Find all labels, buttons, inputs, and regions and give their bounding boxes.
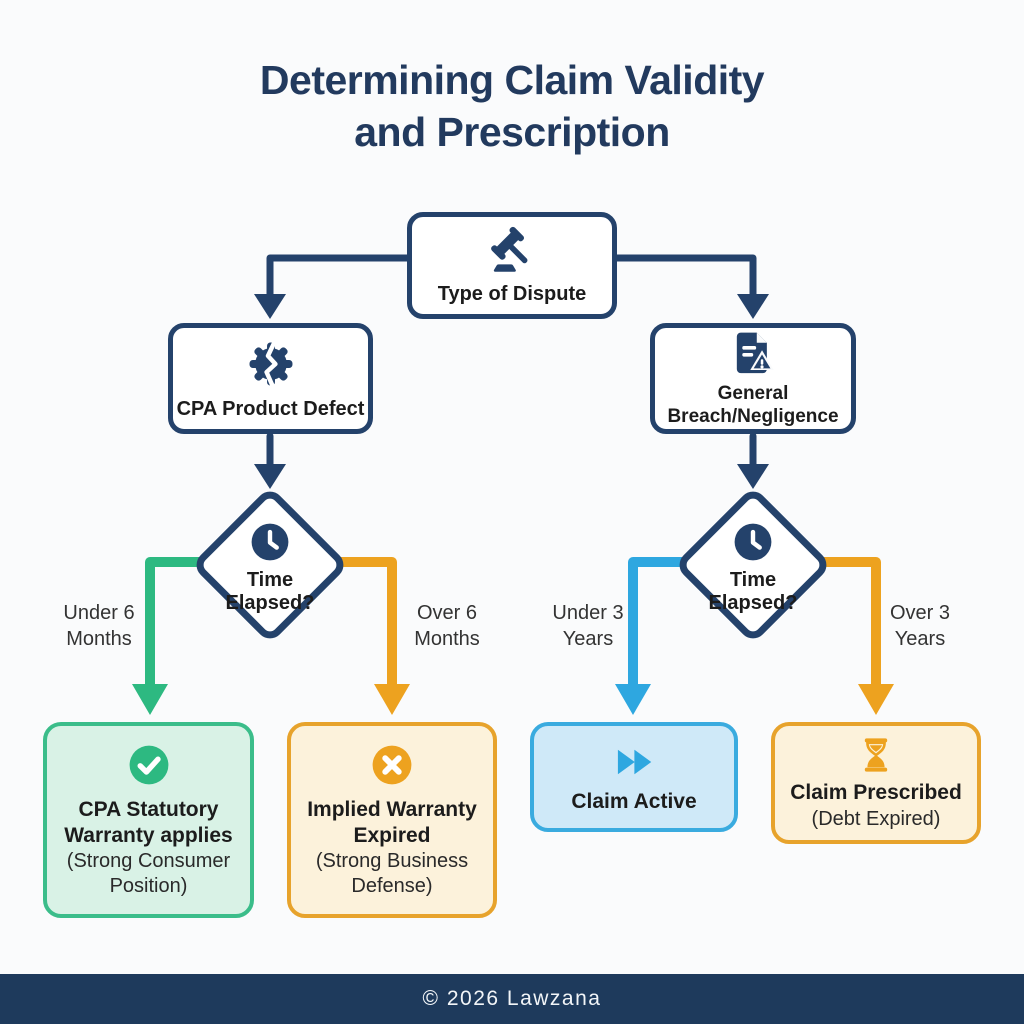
outcome-title: Claim Prescribed <box>790 781 962 805</box>
node-label: CPA Product Defect <box>176 398 365 420</box>
outcome-title: CPA Statutory Warranty applies <box>64 797 233 847</box>
decision-label: Time Elapsed? <box>225 569 315 614</box>
check-circle-icon <box>129 745 168 785</box>
node-general-breach-negligence: General Breach/Negligence <box>650 323 856 434</box>
outcome-claim-active: Claim Active <box>530 722 738 832</box>
footer-bar: © 2026 Lawzana <box>0 974 1024 1024</box>
branch-label-under-6-months: Under 6 Months <box>63 602 135 650</box>
branch-label-under-3-years: Under 3 Years <box>552 602 624 650</box>
edge-root-to-general <box>606 254 769 319</box>
outcome-subtitle: (Strong Business Defense) <box>315 850 469 898</box>
branch-label-over-3-years: Over 3 Years <box>889 602 951 650</box>
node-label: General Breach/Negligence <box>667 383 839 428</box>
outcome-cpa-statutory-warranty: CPA Statutory Warranty applies (Strong C… <box>43 722 254 918</box>
node-label: Type of Dispute <box>437 283 587 305</box>
arrowhead-down-icon <box>132 684 168 715</box>
page-title: Determining Claim Validity and Prescript… <box>259 57 765 156</box>
node-cpa-product-defect: CPA Product Defect <box>168 323 373 434</box>
edge-under-6-months <box>132 557 207 715</box>
broken-gear-icon <box>249 341 292 387</box>
arrowhead-down-icon <box>858 684 894 715</box>
outcome-claim-prescribed: Claim Prescribed (Debt Expired) <box>771 722 981 844</box>
hourglass-icon <box>864 738 888 772</box>
arrowhead-down-icon <box>254 294 286 319</box>
node-type-of-dispute: Type of Dispute <box>407 212 617 319</box>
document-alert-icon <box>736 332 774 374</box>
decision-right-content: Time Elapsed? <box>678 502 828 632</box>
arrowhead-down-icon <box>615 684 651 715</box>
edge-general-to-decision <box>737 432 769 489</box>
decision-label: Time Elapsed? <box>708 569 798 614</box>
edge-over-6-months <box>333 557 410 715</box>
edge-cpa-to-decision <box>254 432 286 489</box>
arrowhead-down-icon <box>374 684 410 715</box>
x-circle-icon <box>372 745 412 785</box>
clock-icon <box>251 523 289 561</box>
arrowhead-down-icon <box>737 294 769 319</box>
gavel-icon <box>491 226 528 272</box>
arrowhead-down-icon <box>254 464 286 489</box>
outcome-title: Implied Warranty Expired <box>307 797 477 847</box>
outcome-implied-warranty-expired: Implied Warranty Expired (Strong Busines… <box>287 722 497 918</box>
clock-icon <box>734 523 772 561</box>
decision-left-content: Time Elapsed? <box>195 502 345 632</box>
outcome-subtitle: (Strong Consumer Position) <box>66 850 231 898</box>
arrowhead-down-icon <box>737 464 769 489</box>
edge-over-3-years <box>816 557 894 715</box>
edge-root-to-cpa <box>254 254 418 319</box>
fast-forward-icon <box>617 749 652 775</box>
outcome-title: Claim Active <box>571 789 697 813</box>
branch-label-over-6-months: Over 6 Months <box>414 602 480 650</box>
copyright-text: © 2026 Lawzana <box>422 987 602 1010</box>
edge-under-3-years <box>615 557 690 715</box>
outcome-subtitle: (Debt Expired) <box>811 807 941 830</box>
